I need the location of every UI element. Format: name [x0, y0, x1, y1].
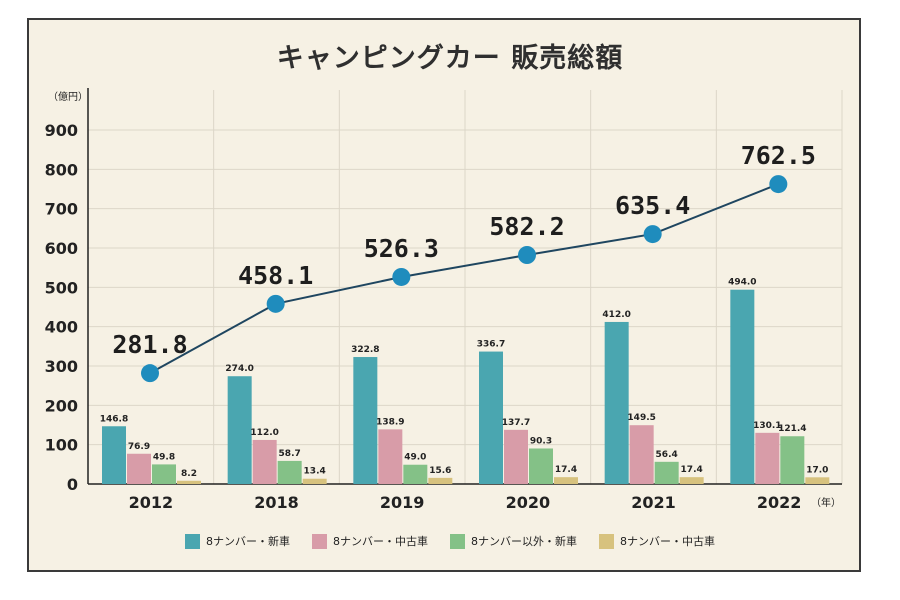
- legend-label: 8ナンバー・中古車: [620, 535, 715, 548]
- bar-data-label: 56.4: [656, 450, 678, 460]
- total-data-label: 762.5: [741, 141, 816, 170]
- bar: [629, 425, 654, 484]
- bar: [504, 429, 528, 484]
- bar: [654, 461, 679, 484]
- legend-label: 8ナンバー・中古車: [333, 535, 428, 548]
- x-tick-label: 2019: [380, 493, 425, 512]
- total-data-label: 635.4: [615, 191, 690, 220]
- bar-data-label: 76.9: [128, 442, 150, 452]
- bar: [102, 426, 126, 484]
- bar-data-label: 49.0: [404, 453, 426, 463]
- bar-data-label: 121.4: [778, 424, 806, 434]
- bar: [152, 464, 176, 484]
- bar: [730, 289, 755, 484]
- bar: [805, 477, 830, 484]
- bar: [554, 477, 578, 484]
- bar: [127, 453, 151, 484]
- bar-data-label: 412.0: [602, 310, 630, 320]
- bar-data-label: 90.3: [530, 436, 552, 446]
- legend-swatch: [450, 533, 465, 549]
- x-unit-label: （年）: [811, 496, 841, 509]
- x-tick-label: 2020: [506, 493, 551, 512]
- y-unit-label: （億円）: [48, 90, 88, 103]
- bar: [403, 464, 428, 484]
- legend-label: 8ナンバー以外・新車: [471, 535, 577, 548]
- legend-item: 8ナンバー・新車: [185, 533, 290, 549]
- total-point: [769, 175, 788, 194]
- y-tick-label: 900: [45, 121, 78, 140]
- bar: [529, 448, 553, 484]
- total-point: [266, 294, 285, 313]
- bar-data-label: 274.0: [225, 364, 253, 374]
- bar: [277, 460, 302, 484]
- bar-data-label: 322.8: [351, 345, 379, 355]
- total-data-label: 526.3: [364, 234, 439, 263]
- bar: [177, 480, 201, 484]
- y-tick-label: 500: [45, 278, 78, 297]
- bar-data-label: 58.7: [279, 449, 301, 459]
- x-tick-label: 2021: [631, 493, 676, 512]
- total-data-label: 281.8: [112, 330, 187, 359]
- bar-data-label: 336.7: [477, 340, 505, 350]
- y-tick-label: 300: [45, 357, 78, 376]
- bar-data-label: 15.6: [429, 466, 451, 476]
- legend-item: 8ナンバー・中古車: [599, 533, 715, 549]
- bar-data-label: 17.4: [681, 465, 703, 475]
- total-data-label: 458.1: [238, 261, 313, 290]
- legend-swatch: [599, 533, 614, 549]
- bar: [604, 321, 629, 484]
- bar: [428, 477, 453, 484]
- y-tick-label: 700: [45, 200, 78, 219]
- bar-data-label: 149.5: [627, 413, 655, 423]
- y-tick-label: 800: [45, 160, 78, 179]
- bar-data-label: 494.0: [728, 278, 756, 288]
- bar-data-label: 49.8: [153, 452, 175, 462]
- bar: [780, 436, 805, 484]
- y-tick-label: 0: [67, 475, 78, 494]
- bar-data-label: 13.4: [304, 467, 326, 477]
- y-tick-label: 600: [45, 239, 78, 258]
- bar-data-label: 112.0: [250, 428, 278, 438]
- legend-swatch: [185, 533, 200, 549]
- x-tick-label: 2018: [254, 493, 299, 512]
- y-tick-label: 400: [45, 318, 78, 337]
- total-point: [392, 267, 411, 286]
- y-tick-label: 100: [45, 436, 78, 455]
- total-line: [149, 183, 779, 375]
- bar-data-label: 138.9: [376, 417, 404, 427]
- x-tick-label: 2022: [757, 493, 802, 512]
- bar: [479, 351, 503, 484]
- bar: [679, 477, 704, 484]
- legend-item: 8ナンバー以外・新車: [450, 533, 577, 549]
- bar: [353, 357, 378, 484]
- bar-data-label: 137.7: [502, 418, 530, 428]
- total-data-label: 582.2: [489, 212, 564, 241]
- total-point: [643, 225, 662, 244]
- x-tick-label: 2012: [129, 493, 174, 512]
- bar-data-label: 17.0: [806, 465, 828, 475]
- total-point: [141, 364, 159, 383]
- total-point: [518, 246, 536, 265]
- legend-item: 8ナンバー・中古車: [312, 533, 428, 549]
- bar-data-label: 17.4: [555, 465, 577, 475]
- bar: [378, 429, 403, 484]
- chart-title: キャンピングカー 販売総額: [276, 43, 624, 74]
- bar: [755, 432, 780, 484]
- bar: [227, 376, 252, 484]
- bar: [252, 439, 277, 484]
- chart-legend: 8ナンバー・新車 8ナンバー・中古車 8ナンバー以外・新車 8ナンバー・中古車: [0, 533, 900, 549]
- bar-data-label: 146.8: [100, 414, 128, 424]
- bar-data-label: 8.2: [181, 469, 197, 479]
- bar-data-label: 130.1: [753, 421, 781, 431]
- legend-swatch: [312, 533, 327, 549]
- legend-label: 8ナンバー・新車: [206, 535, 290, 548]
- bar: [302, 478, 327, 484]
- y-tick-label: 200: [45, 396, 78, 415]
